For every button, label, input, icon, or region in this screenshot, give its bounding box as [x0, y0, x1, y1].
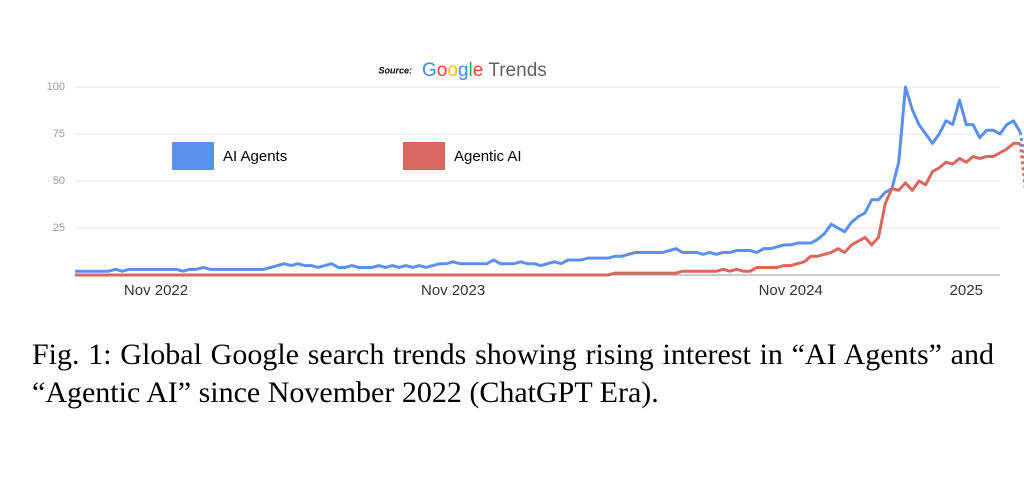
- y-tick-label: 75: [53, 128, 65, 140]
- legend-swatch: [403, 142, 445, 170]
- x-tick-label: Nov 2023: [421, 282, 485, 299]
- source-brand: Google: [422, 60, 483, 81]
- y-tick-label: 25: [53, 222, 65, 234]
- legend-swatch: [172, 142, 214, 170]
- source-label: Source:: [378, 65, 412, 75]
- chart: Source: Google Trends 25 50 75 100 Nov 2022 N…: [47, 60, 1024, 299]
- line-series: [75, 85, 1022, 273]
- line-series: [75, 141, 1021, 277]
- legend-label: AI Agents: [223, 148, 287, 165]
- x-tick-label: 2025: [950, 282, 983, 299]
- x-tick-label: Nov 2022: [124, 282, 188, 299]
- y-tick-label: 100: [47, 81, 65, 93]
- figure-caption: Fig. 1: Global Google search trends show…: [32, 338, 994, 409]
- y-tick-label: 50: [53, 175, 65, 187]
- source-product: Trends: [488, 60, 546, 81]
- x-tick-label: Nov 2024: [759, 282, 823, 299]
- legend-label: Agentic AI: [454, 148, 522, 165]
